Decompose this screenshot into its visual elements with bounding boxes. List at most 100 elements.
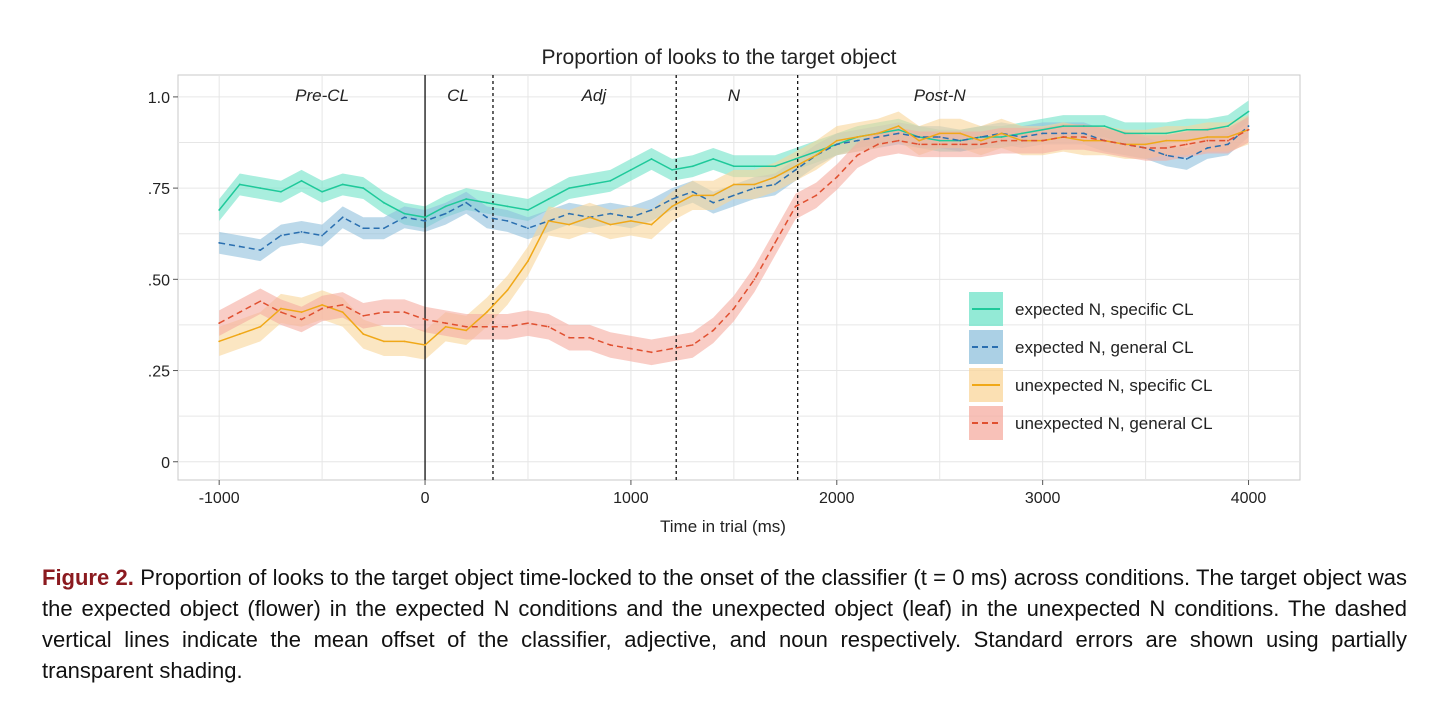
- data-point: [815, 154, 818, 157]
- data-point: [897, 125, 900, 127]
- data-point: [918, 136, 921, 138]
- series-line-expected-n-general-cl: [219, 125, 1250, 251]
- data-point: [362, 333, 365, 335]
- data-point: [630, 168, 632, 171]
- se-band-unexpected-n-general-cl: [219, 116, 1249, 366]
- data-point: [1144, 147, 1147, 149]
- data-point: [753, 187, 756, 190]
- data-point: [238, 183, 241, 186]
- x-axis-ticks: -1000 0 1000 2000 3000 4000: [199, 480, 1267, 507]
- data-point: [938, 143, 941, 146]
- data-point: [506, 205, 509, 208]
- data-point: [979, 143, 982, 146]
- legend-label: expected N, general CL: [1015, 338, 1194, 357]
- data-point: [712, 194, 715, 197]
- y-tick-label: .50: [148, 272, 170, 289]
- data-point: [341, 303, 344, 306]
- data-point: [424, 220, 426, 222]
- data-point: [403, 311, 406, 314]
- legend-label: unexpected N, specific CL: [1015, 376, 1213, 395]
- data-point: [485, 201, 488, 204]
- data-point: [444, 325, 447, 328]
- data-point: [712, 329, 715, 332]
- data-point: [527, 322, 529, 325]
- data-point: [1165, 154, 1168, 157]
- data-point: [485, 216, 488, 219]
- data-point: [424, 344, 426, 346]
- figure-label: Figure 2.: [42, 565, 134, 590]
- data-point: [1165, 139, 1168, 142]
- data-point: [1103, 139, 1106, 142]
- data-point: [630, 347, 632, 350]
- data-point: [979, 136, 982, 138]
- data-point: [835, 139, 838, 142]
- data-point: [835, 143, 838, 146]
- data-point: [979, 139, 982, 142]
- data-point: [959, 139, 962, 142]
- data-point: [403, 212, 406, 215]
- data-point: [1185, 143, 1188, 146]
- data-point: [691, 194, 694, 197]
- data-point: [444, 212, 447, 215]
- data-point: [609, 344, 612, 346]
- data-point: [1206, 136, 1209, 138]
- data-point: [424, 216, 426, 219]
- legend: expected N, specific CL expected N, gener…: [969, 292, 1213, 440]
- figure-caption: Figure 2. Proportion of looks to the tar…: [42, 562, 1407, 686]
- x-tick-label: 4000: [1231, 490, 1267, 507]
- data-point: [1165, 147, 1168, 149]
- data-point: [444, 205, 447, 208]
- region-labels: Pre-CL CL Adj N Post-N: [295, 86, 966, 105]
- data-point: [1185, 158, 1188, 160]
- data-point: [774, 241, 776, 244]
- data-point: [588, 336, 591, 339]
- region-label-n: N: [728, 86, 741, 105]
- data-point: [280, 311, 282, 314]
- region-label-pre-cl: Pre-CL: [295, 86, 349, 105]
- data-point: [1082, 136, 1085, 138]
- data-point: [588, 183, 591, 186]
- data-point: [300, 179, 303, 182]
- data-point: [774, 165, 776, 168]
- data-point: [259, 300, 262, 303]
- data-point: [856, 139, 859, 142]
- data-point: [403, 216, 406, 219]
- series-lines: [218, 110, 1250, 354]
- x-tick-label: 0: [421, 490, 430, 507]
- data-point: [527, 209, 529, 211]
- time-marker-lines: [424, 75, 799, 480]
- data-point: [1041, 139, 1044, 142]
- data-point: [547, 325, 550, 328]
- data-point: [1247, 125, 1250, 127]
- data-point: [382, 340, 385, 343]
- region-label-adj: Adj: [581, 86, 608, 105]
- data-point: [712, 158, 715, 160]
- data-point: [485, 325, 488, 328]
- data-point: [588, 216, 591, 219]
- data-point: [835, 176, 838, 179]
- data-point: [1000, 139, 1003, 142]
- legend-item-expected-n-specific-cl: expected N, specific CL: [969, 292, 1194, 326]
- caption-text: Proportion of looks to the target object…: [42, 565, 1407, 683]
- data-point: [362, 227, 365, 230]
- x-tick-label: 1000: [613, 490, 649, 507]
- chart-title: Proportion of looks to the target object: [542, 46, 897, 69]
- data-point: [1082, 132, 1085, 135]
- data-point: [650, 158, 653, 160]
- data-point: [732, 165, 735, 168]
- data-point: [918, 139, 921, 142]
- data-point: [259, 187, 262, 190]
- data-point: [1082, 139, 1085, 142]
- data-point: [753, 278, 756, 281]
- y-axis-ticks: 0 .25 .50 .75 1.0: [148, 90, 178, 472]
- data-point: [774, 176, 776, 179]
- region-label-cl: CL: [447, 86, 469, 105]
- data-point: [897, 128, 900, 131]
- data-point: [280, 190, 282, 193]
- data-point: [341, 311, 344, 314]
- data-point: [280, 234, 282, 237]
- data-point: [1227, 139, 1229, 142]
- data-point: [321, 190, 324, 193]
- data-point: [465, 198, 468, 200]
- data-point: [1144, 132, 1147, 135]
